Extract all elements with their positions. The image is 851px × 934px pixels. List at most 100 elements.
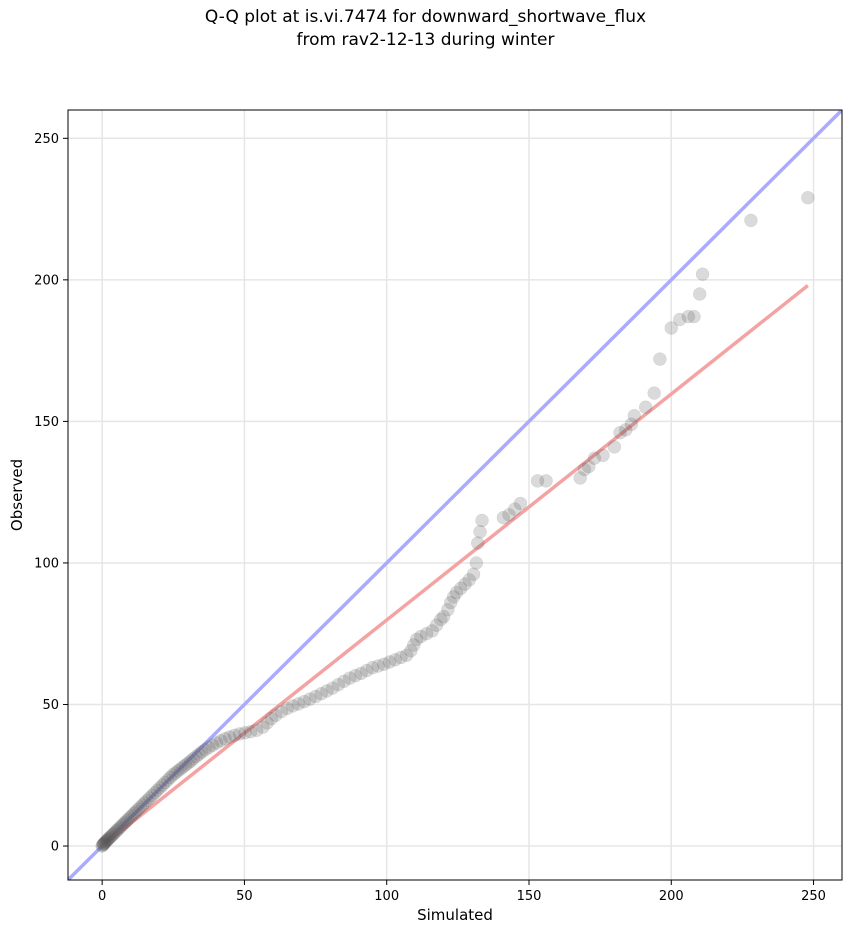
data-point bbox=[249, 723, 264, 737]
x-tick-label: 50 bbox=[236, 889, 253, 904]
chart-title-line-2: from rav2-12-13 during winter bbox=[296, 30, 555, 50]
data-point bbox=[394, 650, 408, 665]
x-tick-label: 100 bbox=[374, 889, 399, 904]
data-point bbox=[114, 819, 128, 833]
x-axis-ticks: 0 50 100 150 200 250 bbox=[98, 880, 826, 904]
data-point bbox=[104, 829, 119, 843]
data-point bbox=[103, 830, 118, 844]
data-point bbox=[243, 724, 258, 739]
data-point bbox=[613, 425, 627, 440]
data-point bbox=[148, 786, 162, 800]
data-point bbox=[624, 417, 639, 431]
data-point bbox=[453, 581, 468, 596]
data-point bbox=[168, 766, 183, 780]
data-point bbox=[429, 618, 444, 632]
data-point bbox=[342, 671, 357, 685]
y-axis-label: Observed bbox=[8, 459, 26, 531]
data-point bbox=[473, 525, 487, 539]
data-point bbox=[209, 736, 224, 750]
data-point bbox=[186, 752, 200, 766]
data-point bbox=[325, 681, 340, 695]
data-point bbox=[365, 660, 380, 675]
data-point bbox=[539, 474, 553, 488]
data-point bbox=[388, 653, 402, 667]
data-point bbox=[181, 756, 195, 770]
data-point bbox=[116, 817, 130, 832]
y-tick-label: 50 bbox=[42, 698, 59, 713]
data-point bbox=[320, 684, 334, 698]
data-point bbox=[607, 440, 622, 454]
y-tick-label: 0 bbox=[51, 840, 59, 855]
data-point bbox=[291, 697, 306, 711]
data-point bbox=[371, 659, 385, 673]
data-point bbox=[238, 726, 252, 740]
y-tick-label: 150 bbox=[34, 415, 59, 430]
data-point bbox=[308, 689, 323, 704]
x-tick-label: 200 bbox=[659, 889, 684, 904]
data-point bbox=[414, 629, 428, 644]
data-point bbox=[443, 595, 458, 610]
data-point bbox=[129, 804, 143, 819]
data-point bbox=[513, 496, 528, 511]
data-point bbox=[99, 834, 113, 849]
data-point bbox=[102, 831, 117, 845]
data-point bbox=[158, 775, 172, 790]
data-point bbox=[192, 747, 206, 762]
data-point bbox=[97, 836, 112, 850]
data-point bbox=[160, 773, 175, 787]
data-point bbox=[744, 213, 758, 228]
data-point bbox=[96, 837, 111, 852]
data-point bbox=[142, 791, 157, 805]
data-point bbox=[653, 352, 667, 366]
data-point bbox=[664, 321, 679, 335]
data-point bbox=[303, 692, 317, 706]
data-point bbox=[111, 822, 125, 837]
data-point bbox=[337, 674, 351, 689]
data-point bbox=[105, 827, 120, 842]
data-point bbox=[218, 731, 232, 746]
data-point bbox=[183, 754, 198, 768]
chart-title-line-1: Q-Q plot at is.vi.7474 for downward_shor… bbox=[204, 7, 647, 27]
data-point bbox=[377, 657, 391, 672]
data-point bbox=[214, 733, 228, 748]
data-point bbox=[471, 536, 485, 550]
reference-line-1to1 bbox=[68, 110, 842, 880]
data-point bbox=[530, 474, 545, 488]
data-point bbox=[434, 612, 448, 627]
data-point bbox=[596, 448, 610, 463]
data-point bbox=[101, 832, 116, 846]
y-tick-label: 200 bbox=[34, 273, 59, 288]
data-point bbox=[227, 728, 242, 743]
fit-line bbox=[101, 284, 809, 848]
data-point bbox=[469, 556, 484, 570]
data-point bbox=[404, 643, 418, 658]
data-point bbox=[462, 573, 476, 587]
data-point bbox=[107, 826, 121, 841]
data-point bbox=[496, 510, 511, 525]
data-point bbox=[140, 793, 154, 808]
data-point bbox=[419, 626, 434, 641]
data-point bbox=[232, 727, 247, 741]
data-point bbox=[98, 835, 112, 850]
data-point bbox=[360, 663, 374, 678]
data-point bbox=[449, 585, 464, 600]
data-point bbox=[153, 780, 167, 795]
data-point bbox=[171, 764, 185, 778]
data-point bbox=[627, 408, 642, 423]
data-point bbox=[264, 711, 279, 726]
data-point bbox=[618, 423, 633, 437]
data-point bbox=[178, 758, 193, 772]
data-point bbox=[222, 730, 237, 744]
data-points bbox=[95, 191, 815, 853]
data-point bbox=[687, 309, 701, 324]
data-point bbox=[108, 825, 122, 839]
chart-title: Q-Q plot at is.vi.7474 for downward_shor… bbox=[0, 6, 851, 52]
data-point bbox=[692, 287, 707, 301]
data-point bbox=[194, 745, 209, 759]
data-point bbox=[297, 694, 311, 709]
data-point bbox=[573, 471, 587, 485]
plot-frame bbox=[67, 109, 843, 881]
data-point bbox=[135, 798, 150, 812]
